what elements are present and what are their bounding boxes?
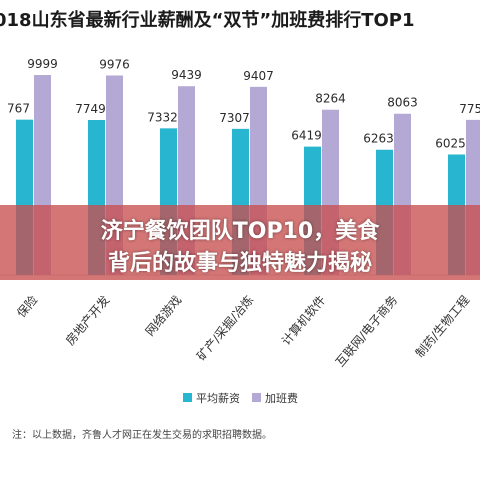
legend-label-1: 加班费 <box>265 392 298 405</box>
category-label-3: 矿产/采掘/冶炼 <box>193 292 256 363</box>
legend-label-0: 平均薪资 <box>196 392 240 405</box>
headline-line-1: 济宁餐饮团队TOP10，美食 <box>100 219 380 244</box>
category-label-5: 互联网/电子商务 <box>332 292 400 369</box>
value-label-avg-salary-3: 7307 <box>219 111 250 125</box>
value-label-avg-salary-5: 6263 <box>363 132 394 146</box>
value-label-avg-salary-6: 6025 <box>435 137 466 151</box>
value-label-overtime-pay-1: 9976 <box>99 57 130 71</box>
chart-title: 018山东省最新行业薪酬及“双节”加班费排行TOP1 <box>0 10 415 31</box>
value-label-overtime-pay-0: 9999 <box>27 57 58 71</box>
category-label-0: 保险 <box>13 292 40 320</box>
value-label-overtime-pay-3: 9407 <box>243 69 274 83</box>
category-label-2: 网络游戏 <box>142 292 184 338</box>
value-label-overtime-pay-5: 8063 <box>387 96 418 110</box>
headline-banner: 济宁餐饮团队TOP10，美食 背后的故事与独特魅力揭秘 <box>0 205 480 280</box>
value-label-avg-salary-4: 6419 <box>291 129 322 143</box>
headline-line-2: 背后的故事与独特魅力揭秘 <box>107 251 372 276</box>
value-label-overtime-pay-4: 8264 <box>315 92 346 106</box>
category-label-6: 制药/生物工程 <box>412 292 472 360</box>
value-label-avg-salary-1: 7749 <box>75 102 106 116</box>
value-label-avg-salary-2: 7332 <box>147 110 178 124</box>
legend-swatch-0 <box>183 393 192 402</box>
value-label-overtime-pay-2: 9439 <box>171 68 202 82</box>
footnote: 注：以上数据，齐鲁人才网正在发生交易的求职招聘数据。 <box>12 430 272 441</box>
category-label-1: 房地产开发 <box>62 292 112 348</box>
category-label-4: 计算机软件 <box>278 292 328 348</box>
value-label-overtime-pay-6: 7756 <box>459 102 480 116</box>
legend-swatch-1 <box>252 393 261 402</box>
value-label-avg-salary-0: 767 <box>7 102 30 116</box>
